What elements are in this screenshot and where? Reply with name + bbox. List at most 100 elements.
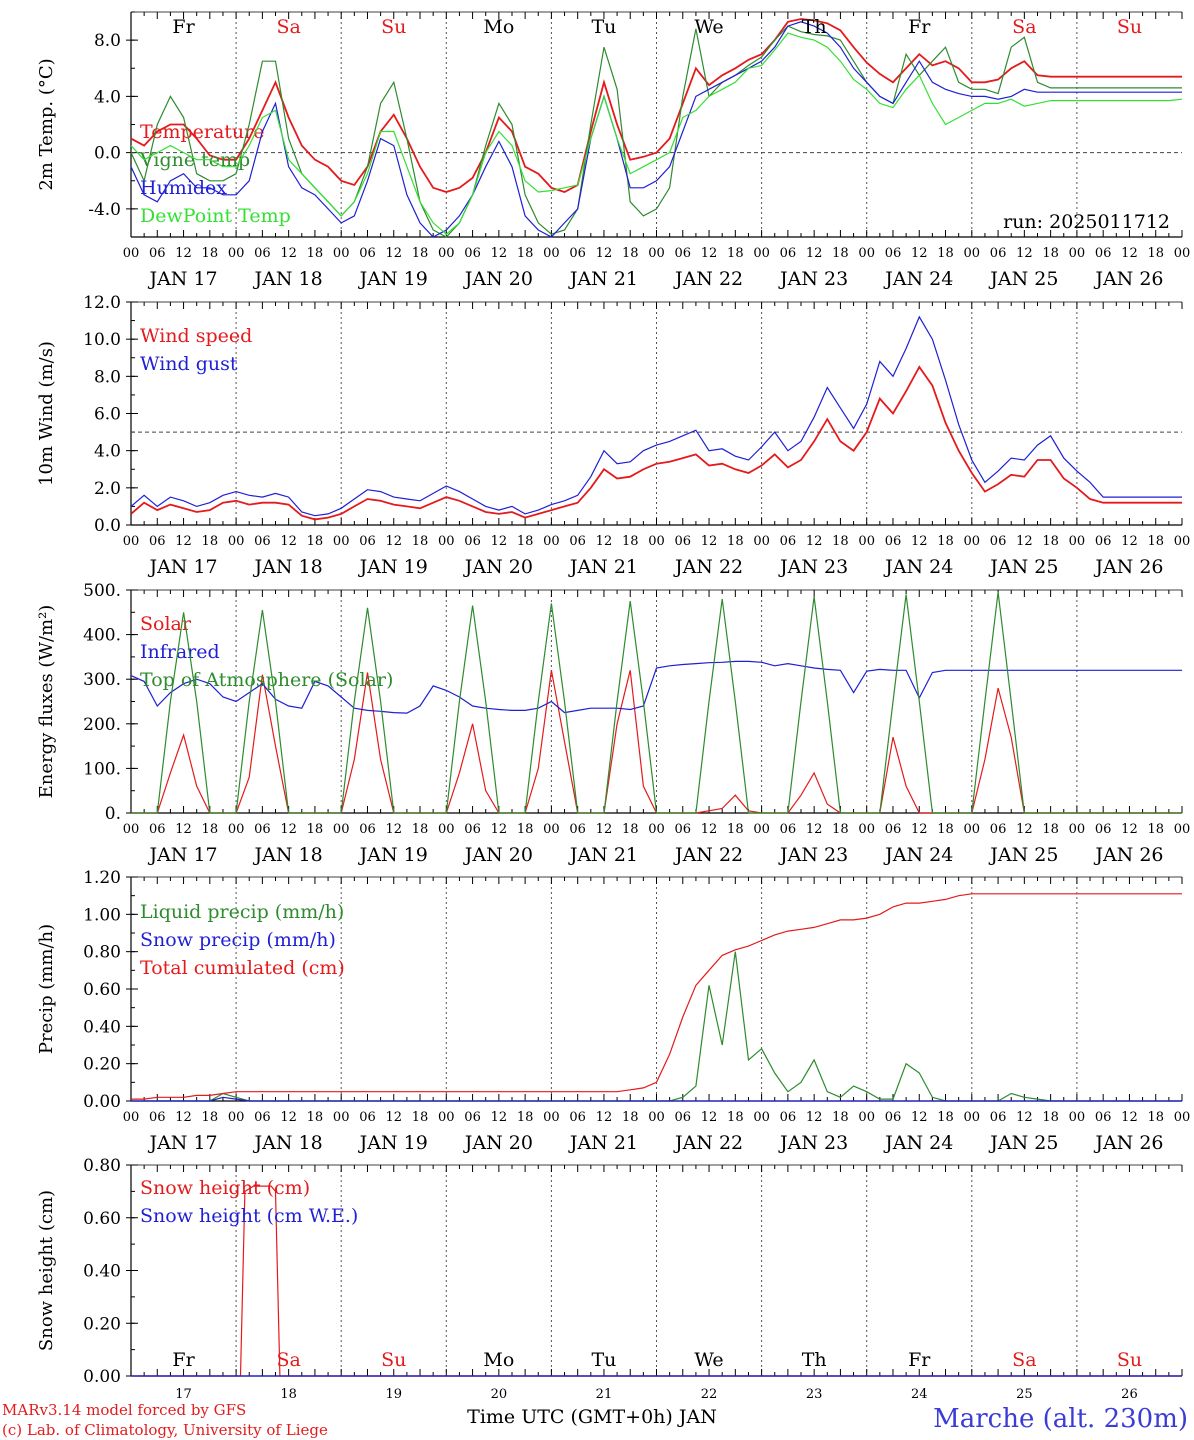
weekday-label: Mo [483, 1349, 514, 1371]
hour-tick-label: 18 [1042, 822, 1059, 837]
date-label: JAN 24 [883, 844, 953, 866]
day-number-label: 21 [596, 1387, 613, 1402]
hour-tick-label: 06 [254, 1110, 271, 1125]
date-label: JAN 18 [253, 268, 323, 290]
hour-tick-label: 18 [727, 822, 744, 837]
date-label: JAN 24 [883, 268, 953, 290]
date-label: JAN 22 [673, 844, 743, 866]
weekday-label: Su [1117, 16, 1142, 38]
date-label: JAN 19 [358, 268, 428, 290]
hour-tick-label: 00 [858, 534, 875, 549]
station-label: Marche (alt. 230m) [933, 1404, 1188, 1434]
hour-tick-label: 12 [911, 246, 928, 261]
date-label: JAN 25 [988, 844, 1058, 866]
hour-tick-label: 12 [385, 246, 402, 261]
hour-tick-label: 06 [254, 246, 271, 261]
hour-tick-label: 00 [543, 1110, 560, 1125]
date-label: JAN 23 [778, 268, 848, 290]
hour-tick-label: 18 [412, 534, 429, 549]
hour-tick-label: 00 [228, 246, 245, 261]
hour-tick-label: 00 [333, 1110, 350, 1125]
hour-tick-label: 06 [464, 534, 481, 549]
hour-tick-label: 12 [385, 534, 402, 549]
date-label: JAN 19 [358, 556, 428, 578]
hour-tick-label: 18 [307, 1110, 324, 1125]
hour-tick-label: 12 [175, 534, 192, 549]
date-label: JAN 20 [463, 268, 533, 290]
y-axis-label: Snow height (cm) [36, 1190, 57, 1351]
weekday-label: Tu [591, 1349, 616, 1371]
hour-tick-label: 06 [569, 822, 586, 837]
hour-tick-label: 06 [464, 822, 481, 837]
day-number-label: 25 [1016, 1387, 1033, 1402]
y-tick-label: 0. [105, 804, 121, 824]
day-number-label: 18 [280, 1387, 297, 1402]
hour-tick-label: 00 [228, 534, 245, 549]
hour-tick-label: 12 [280, 246, 297, 261]
date-label: JAN 17 [147, 1132, 217, 1154]
hour-tick-label: 18 [202, 822, 219, 837]
y-axis-label: 2m Temp. (°C) [36, 58, 57, 190]
hour-tick-label: 00 [543, 822, 560, 837]
legend-entry: Temperature [140, 121, 264, 143]
y-tick-label: 10.0 [83, 330, 121, 350]
hour-tick-label: 18 [622, 534, 639, 549]
hour-tick-label: 06 [359, 1110, 376, 1125]
panel-1: -4.0 0.0 4.0 8.0 2m Temp. (°C) Temperature Vig… [36, 11, 1190, 290]
day-number-label: 23 [806, 1387, 823, 1402]
hour-tick-label: 18 [307, 534, 324, 549]
hour-tick-label: 00 [333, 534, 350, 549]
hour-tick-label: 18 [307, 246, 324, 261]
hour-tick-label: 00 [648, 1110, 665, 1125]
hour-tick-label: 12 [701, 246, 718, 261]
hour-tick-label: 06 [1095, 1110, 1112, 1125]
y-tick-label: 500. [83, 581, 121, 601]
hour-tick-label: 06 [990, 822, 1007, 837]
hour-tick-label: 06 [675, 246, 692, 261]
hour-tick-label: 06 [149, 534, 166, 549]
hour-tick-label: 00 [123, 534, 140, 549]
date-label: JAN 21 [568, 1132, 638, 1154]
y-tick-label: 100. [83, 759, 121, 779]
hour-tick-label: 18 [937, 1110, 954, 1125]
hour-tick-label: 00 [648, 246, 665, 261]
hour-tick-label: 18 [1042, 1110, 1059, 1125]
y-tick-label: 0.40 [83, 1017, 121, 1037]
date-label: JAN 22 [673, 1132, 743, 1154]
y-tick-label: -4.0 [88, 200, 121, 220]
hour-tick-label: 06 [359, 534, 376, 549]
hour-tick-label: 06 [359, 246, 376, 261]
legend-entry: Top of Atmosphere (Solar) [140, 669, 393, 691]
hour-tick-label: 00 [858, 246, 875, 261]
hour-tick-label: 18 [202, 1110, 219, 1125]
series-line [130, 32, 1183, 235]
legend-entry: Snow height (cm W.E.) [140, 1205, 358, 1227]
date-label: JAN 24 [883, 1132, 953, 1154]
panel-2: 0.0 2.0 4.0 6.0 8.0 10.0 12.0 10m Wind (m/s) Win… [36, 293, 1190, 578]
hour-tick-label: 06 [885, 534, 902, 549]
hour-tick-label: 00 [964, 246, 981, 261]
series-line [131, 893, 1182, 1100]
hour-tick-label: 12 [1121, 1110, 1138, 1125]
hour-tick-label: 00 [543, 246, 560, 261]
hour-tick-label: 12 [596, 822, 613, 837]
hour-tick-label: 18 [937, 246, 954, 261]
hour-tick-label: 06 [780, 246, 797, 261]
hour-tick-label: 06 [675, 534, 692, 549]
y-tick-label: 0.00 [83, 1367, 121, 1387]
hour-tick-label: 00 [1174, 534, 1191, 549]
weekday-label: Fr [908, 16, 931, 38]
date-label: JAN 24 [883, 556, 953, 578]
legend-entry: Snow height (cm) [140, 1177, 310, 1199]
hour-tick-label: 06 [464, 1110, 481, 1125]
series-line [131, 592, 1182, 814]
hour-tick-label: 06 [1095, 534, 1112, 549]
hour-tick-label: 12 [701, 1110, 718, 1125]
hour-tick-label: 00 [753, 822, 770, 837]
date-label: JAN 23 [778, 844, 848, 866]
hour-tick-label: 12 [806, 534, 823, 549]
series-line [130, 315, 1182, 517]
hour-tick-label: 18 [622, 246, 639, 261]
y-tick-label: 2.0 [94, 479, 121, 499]
